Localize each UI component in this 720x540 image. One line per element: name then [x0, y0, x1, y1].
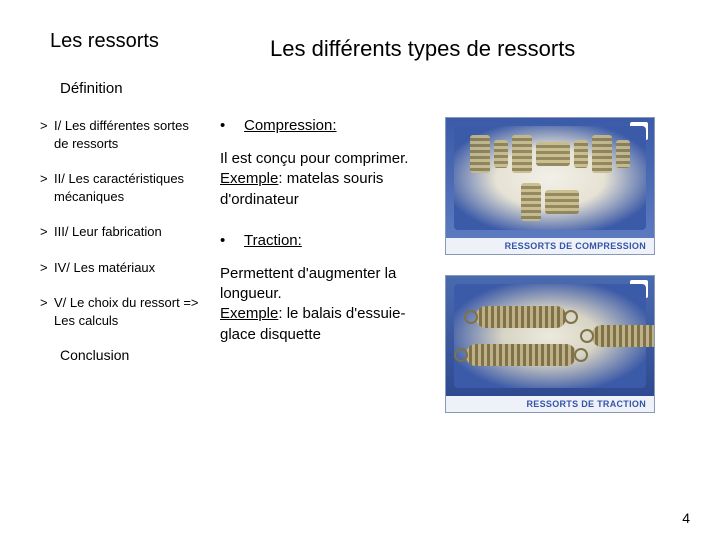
spring-illustration	[454, 284, 646, 388]
figure-image: ℮	[446, 118, 654, 238]
content-area: • Compression: Il est conçu pour comprim…	[220, 117, 680, 413]
nav-item-label: II/ Les caractéristiques mécaniques	[54, 170, 205, 205]
nav-item-2: > II/ Les caractéristiques mécaniques	[40, 170, 205, 205]
chevron-icon: >	[40, 223, 54, 241]
figure-caption: RESSORTS DE COMPRESSION	[446, 238, 654, 254]
spring-illustration	[454, 126, 646, 230]
nav-item-label: III/ Leur fabrication	[54, 223, 205, 241]
section-heading-compression: • Compression:	[220, 117, 425, 134]
subtitle: Définition	[60, 80, 680, 97]
slide-container: Les ressorts Les différents types de res…	[0, 0, 720, 540]
bullet-icon: •	[220, 232, 244, 249]
body-text: Il est conçu pour comprimer.	[220, 150, 408, 167]
traction-body: Permettent d'augmenter la longueur. Exem…	[220, 264, 425, 345]
figure-traction: ℮ RESSORTS DE TRACTION	[445, 275, 655, 413]
figure-caption: RESSORTS DE TRACTION	[446, 396, 654, 412]
body-text: Permettent d'augmenter la longueur.	[220, 265, 396, 302]
compression-body: Il est conçu pour comprimer. Exemple: ma…	[220, 149, 425, 210]
image-column: ℮ RESSORTS DE COMPRESSION ℮	[445, 117, 680, 413]
heading-text: Compression:	[244, 117, 337, 134]
page-number: 4	[682, 510, 690, 526]
section-heading-traction: • Traction:	[220, 232, 425, 249]
figure-image: ℮	[446, 276, 654, 396]
nav-item-3: > III/ Leur fabrication	[40, 223, 205, 241]
layout-row: > I/ Les différentes sortes de ressorts …	[40, 117, 680, 413]
chevron-icon: >	[40, 259, 54, 277]
bullet-icon: •	[220, 117, 244, 134]
main-title: Les différents types de ressorts	[270, 36, 680, 62]
nav-item-label: IV/ Les matériaux	[54, 259, 205, 277]
heading-text: Traction:	[244, 232, 302, 249]
nav-item-1: > I/ Les différentes sortes de ressorts	[40, 117, 205, 152]
chevron-icon: >	[40, 294, 54, 329]
nav-item-label: I/ Les différentes sortes de ressorts	[54, 117, 205, 152]
nav-item-5: > V/ Le choix du ressort => Les calculs	[40, 294, 205, 329]
example-label: Exemple	[220, 305, 278, 322]
chevron-icon: >	[40, 117, 54, 152]
nav-item-4: > IV/ Les matériaux	[40, 259, 205, 277]
text-column: • Compression: Il est conçu pour comprim…	[220, 117, 425, 413]
figure-compression: ℮ RESSORTS DE COMPRESSION	[445, 117, 655, 255]
sidebar-nav: > I/ Les différentes sortes de ressorts …	[40, 117, 205, 413]
nav-conclusion: Conclusion	[60, 347, 205, 363]
chevron-icon: >	[40, 170, 54, 205]
nav-item-label: V/ Le choix du ressort => Les calculs	[54, 294, 205, 329]
example-label: Exemple	[220, 170, 278, 187]
